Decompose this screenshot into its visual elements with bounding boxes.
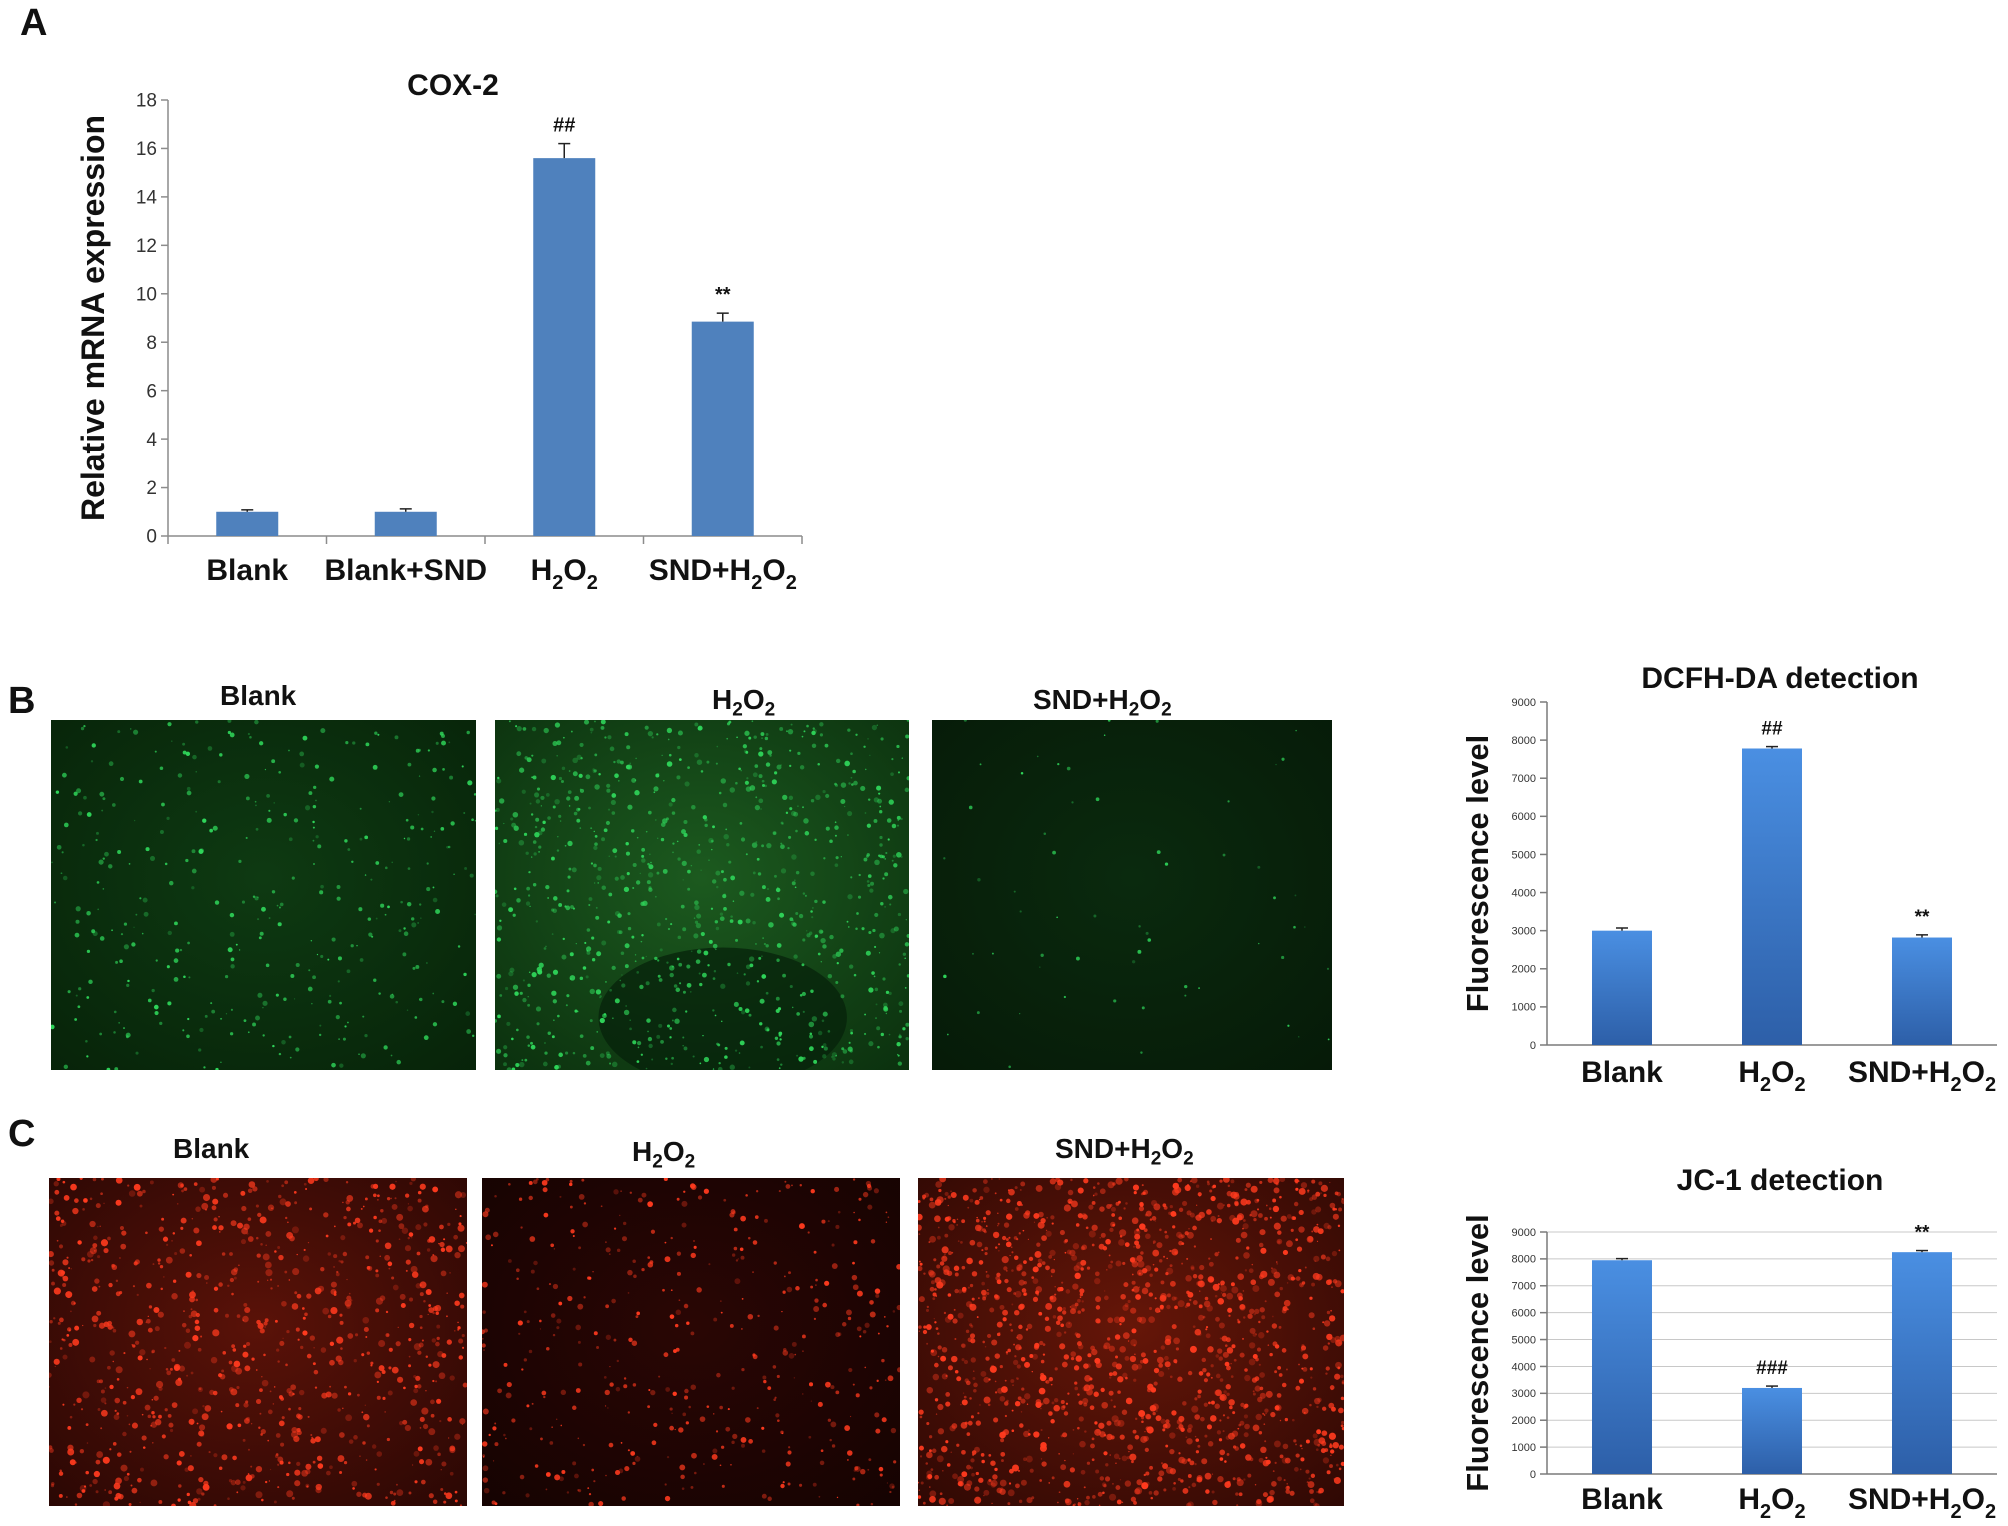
- significance-label: ###: [1756, 1358, 1788, 1379]
- bar: [1742, 1387, 1802, 1474]
- panel-label-b: B: [8, 680, 36, 722]
- y-tick-label: 4000: [1512, 1361, 1536, 1373]
- bar: [1892, 1252, 1952, 1474]
- y-tick-label: 6000: [1512, 1308, 1536, 1320]
- micrograph-b-snd-h2o2-image: [932, 720, 1332, 1070]
- bar: [533, 158, 596, 536]
- micrograph-c-h2o2-image: [482, 1178, 900, 1506]
- micrograph-c-snd-h2o2: [918, 1178, 1344, 1506]
- y-tick-label: 8000: [1512, 735, 1536, 747]
- micrograph-b-blank-image: [51, 720, 476, 1070]
- y-tick-label: 6000: [1512, 811, 1536, 823]
- micrograph-c-blank-image: [49, 1178, 467, 1506]
- x-tick-label: H2​O2​: [531, 554, 598, 594]
- significance-label: **: [1915, 1223, 1930, 1244]
- y-axis-label: Relative mRNA expression: [75, 115, 111, 521]
- y-tick-label: 2000: [1512, 1415, 1536, 1427]
- significance-label: **: [1915, 907, 1930, 928]
- micrograph-label-c-snd-h2o2: SND+H2O2: [1055, 1133, 1194, 1170]
- significance-label: ##: [553, 115, 575, 137]
- micrograph-label-b-blank: Blank: [220, 680, 297, 711]
- bar: [216, 511, 279, 536]
- y-tick-label: 2: [146, 478, 157, 499]
- x-tick-label: Blank: [1581, 1483, 1663, 1516]
- y-tick-label: 0: [1530, 1040, 1536, 1052]
- significance-label: **: [715, 284, 731, 306]
- micrograph-b-blank: [51, 720, 476, 1070]
- micrograph-c-h2o2: [482, 1178, 900, 1506]
- y-tick-label: 3000: [1512, 1388, 1536, 1400]
- bar: [1742, 748, 1802, 1045]
- bar: [1592, 930, 1652, 1045]
- micrograph-c-snd-h2o2-image: [918, 1178, 1344, 1506]
- x-tick-label: Blank: [206, 554, 288, 587]
- y-tick-label: 6: [146, 381, 157, 402]
- y-tick-label: 0: [146, 527, 157, 548]
- bar: [1592, 1260, 1652, 1474]
- chart-title: JC-1 detection: [1677, 1164, 1884, 1197]
- y-tick-label: 18: [136, 91, 157, 112]
- y-tick-label: 10: [136, 284, 157, 305]
- panel-label-a: A: [20, 2, 48, 44]
- y-axis-label: Fluorescence level: [1460, 1214, 1495, 1491]
- y-tick-label: 1000: [1512, 1002, 1536, 1014]
- micrograph-b-snd-h2o2: [932, 720, 1332, 1070]
- y-tick-label: 5000: [1512, 1334, 1536, 1346]
- y-tick-label: 5000: [1512, 849, 1536, 861]
- micrograph-c-blank: [49, 1178, 467, 1506]
- significance-label: ##: [1761, 719, 1783, 740]
- micrograph-b-h2o2-image: [495, 720, 909, 1070]
- x-tick-label: Blank+SND: [324, 554, 487, 587]
- y-tick-label: 4: [146, 430, 157, 451]
- bar: [1892, 937, 1952, 1045]
- x-tick-label: H2​O2​: [1738, 1483, 1805, 1523]
- x-tick-label: SND+H2​O2​: [1848, 1483, 1996, 1523]
- panel-label-c: C: [8, 1113, 36, 1155]
- bar: [374, 511, 437, 536]
- micrograph-b-h2o2: [495, 720, 909, 1070]
- y-tick-label: 2000: [1512, 964, 1536, 976]
- x-tick-label: SND+H2​O2​: [1848, 1056, 1996, 1096]
- micrograph-label-b-snd-h2o2: SND+H2O2: [1033, 684, 1172, 721]
- y-tick-label: 4000: [1512, 887, 1536, 899]
- y-tick-label: 7000: [1512, 773, 1536, 785]
- y-tick-label: 3000: [1512, 926, 1536, 938]
- y-tick-label: 7000: [1512, 1281, 1536, 1293]
- micrograph-label-c-blank: Blank: [173, 1133, 250, 1164]
- y-tick-label: 9000: [1512, 697, 1536, 709]
- y-tick-label: 9000: [1512, 1227, 1536, 1239]
- y-axis-label: Fluorescence level: [1460, 735, 1495, 1012]
- micrograph-label-b-h2o2: H2O2: [712, 684, 776, 721]
- micrograph-label-c-h2o2: H2O2: [632, 1136, 696, 1173]
- y-tick-label: 0: [1530, 1469, 1536, 1481]
- y-tick-label: 1000: [1512, 1442, 1536, 1454]
- y-tick-label: 8000: [1512, 1254, 1536, 1266]
- y-tick-label: 12: [136, 236, 157, 257]
- y-tick-label: 14: [136, 188, 158, 209]
- chart-title: DCFH-DA detection: [1641, 662, 1918, 695]
- chart-title: COX-2: [407, 69, 499, 102]
- x-tick-label: Blank: [1581, 1056, 1663, 1089]
- bar: [691, 321, 754, 536]
- x-tick-label: H2​O2​: [1738, 1056, 1805, 1096]
- x-tick-label: SND+H2​O2​: [649, 554, 797, 594]
- y-tick-label: 16: [136, 139, 157, 160]
- y-tick-label: 8: [146, 333, 157, 354]
